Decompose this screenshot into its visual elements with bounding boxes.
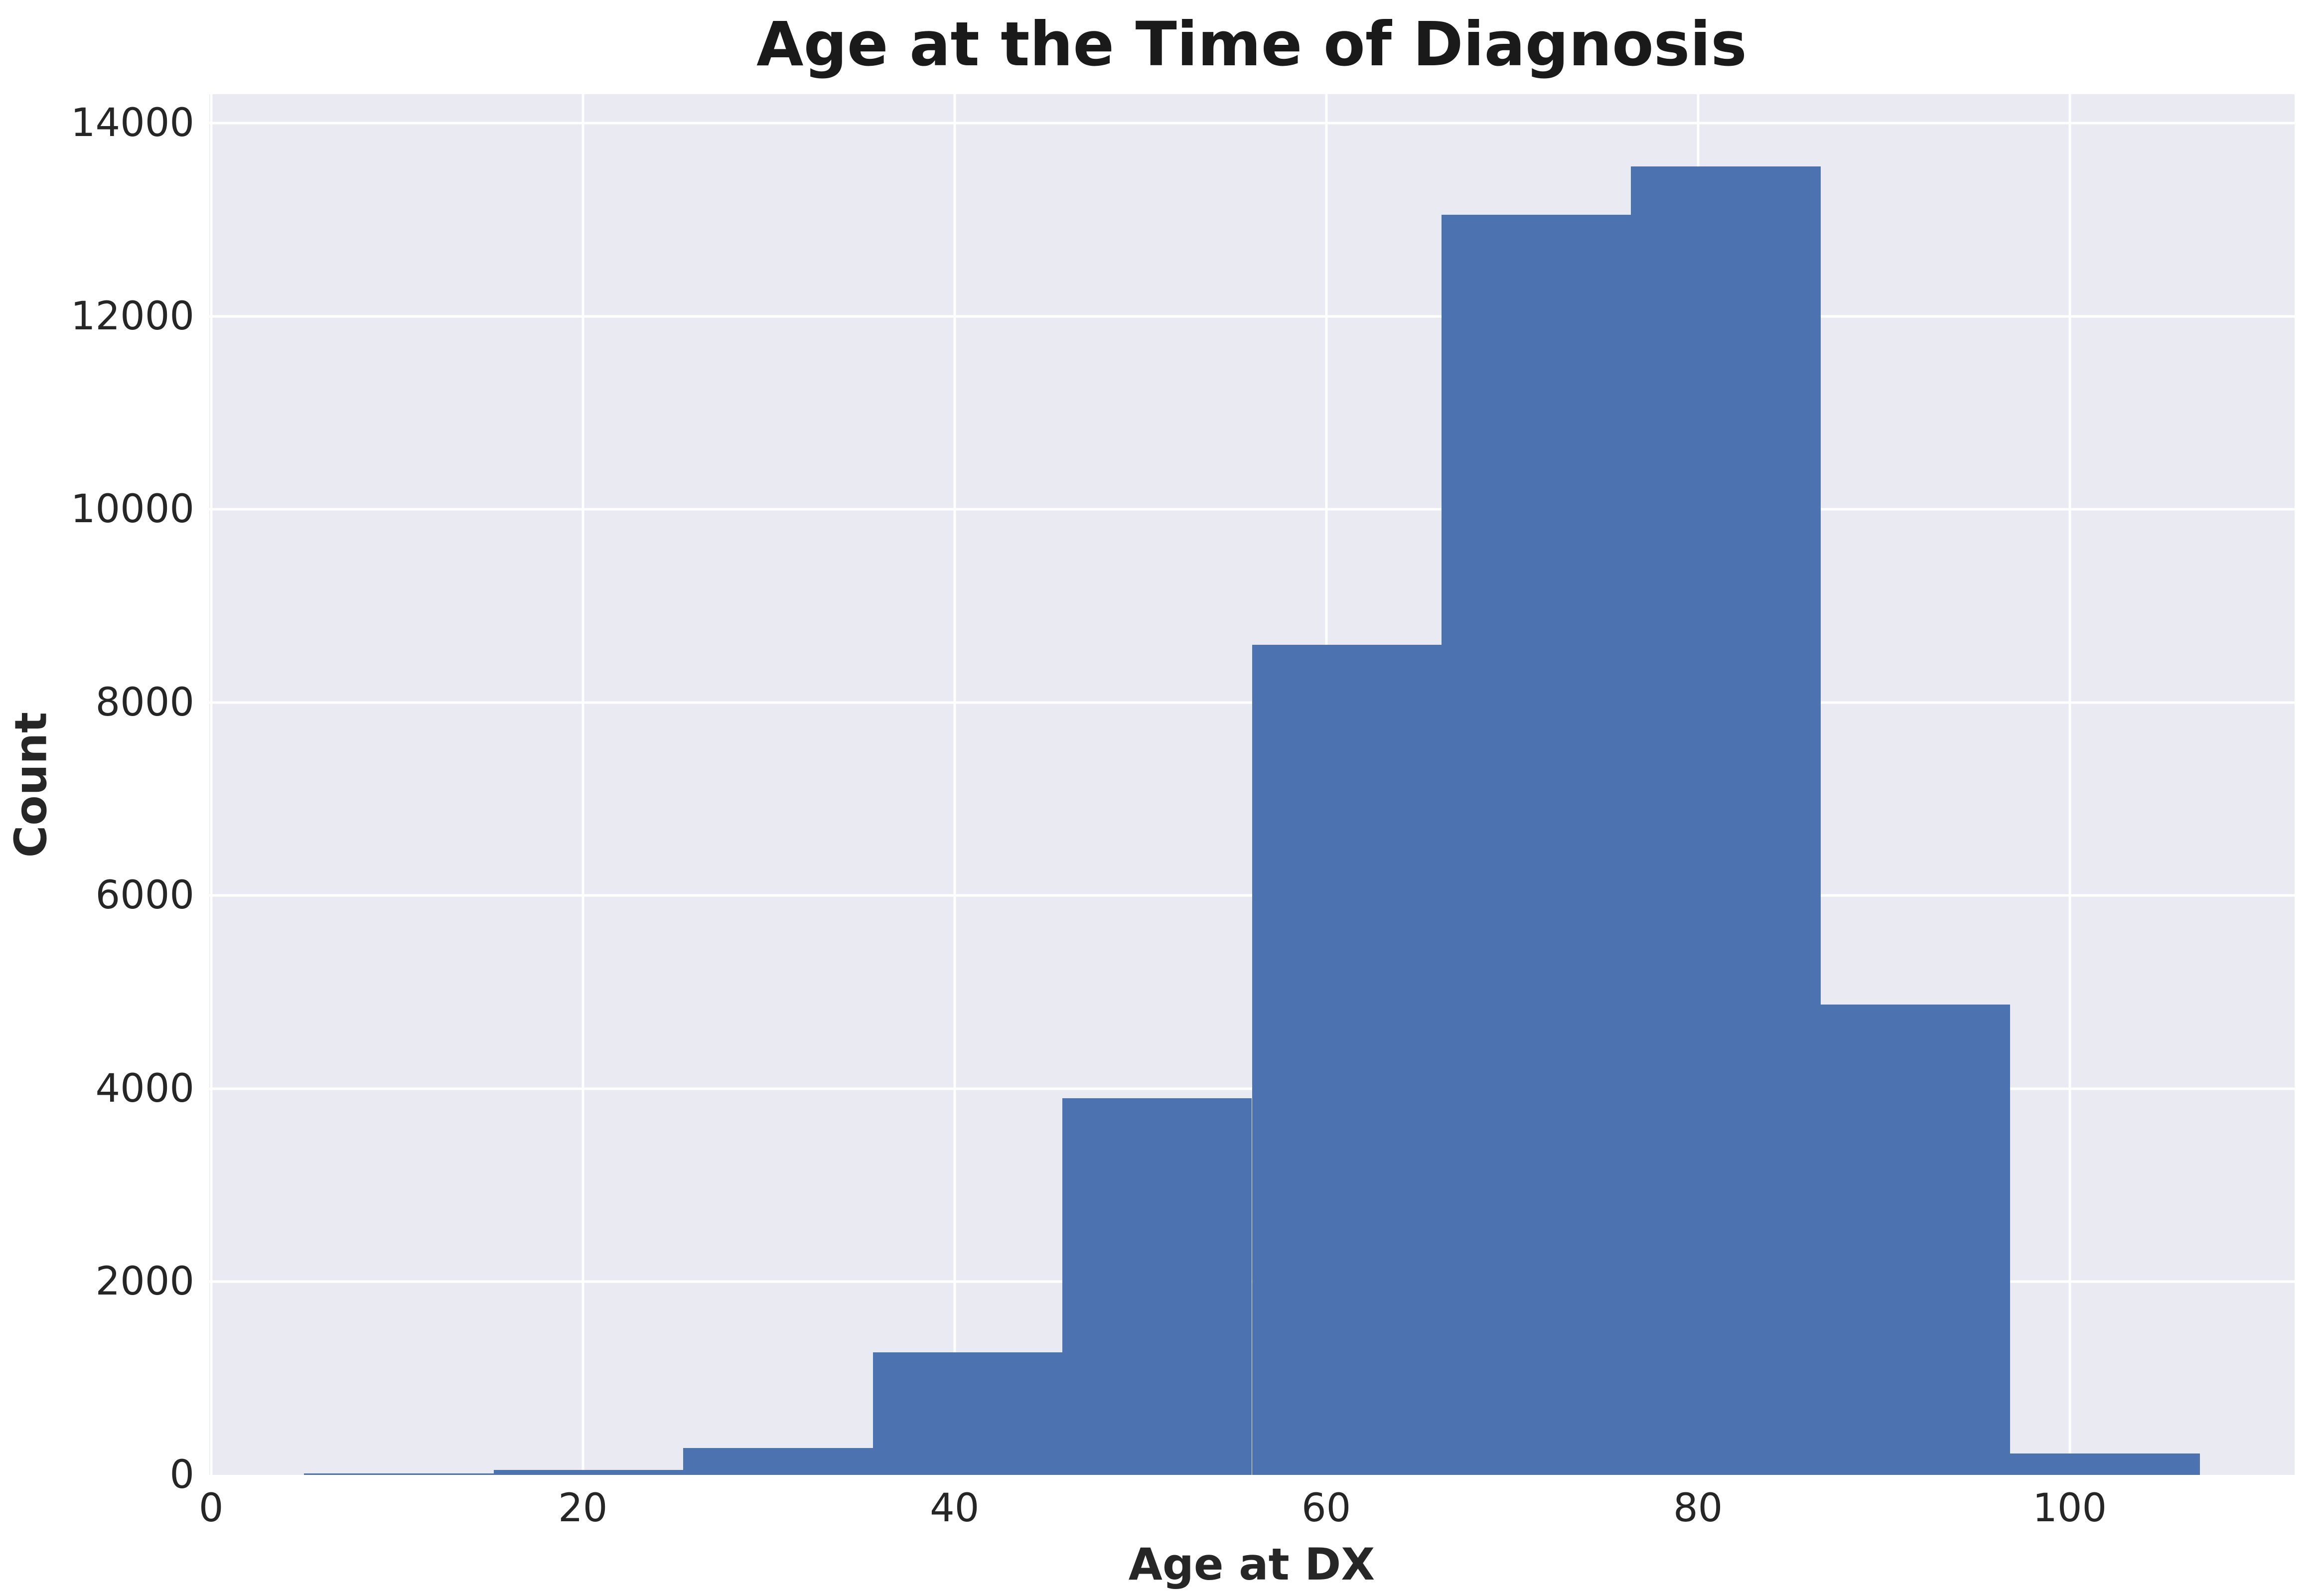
x-tick-label-60: 60 <box>1302 1486 1351 1531</box>
y-tick-label-6000: 6000 <box>95 873 194 918</box>
histogram-bar-9 <box>2010 1453 2200 1475</box>
x-gridline-100 <box>2068 94 2071 1475</box>
histogram-bar-2 <box>683 1448 873 1475</box>
y-tick-label-0: 0 <box>169 1452 194 1497</box>
histogram-bar-8 <box>1820 1005 2011 1475</box>
x-axis-label: Age at DX <box>1128 1539 1375 1590</box>
chart-title: Age at the Time of Diagnosis <box>756 9 1747 80</box>
histogram-bar-6 <box>1441 215 1631 1475</box>
y-tick-label-12000: 12000 <box>70 293 194 339</box>
histogram-bar-5 <box>1252 644 1442 1475</box>
histogram-bar-4 <box>1062 1098 1252 1475</box>
y-gridline-10000 <box>209 508 2295 511</box>
histogram-bar-0 <box>304 1473 494 1475</box>
x-tick-label-40: 40 <box>930 1486 980 1531</box>
y-gridline-14000 <box>209 122 2295 125</box>
y-axis-label: Count <box>5 712 57 858</box>
y-gridline-12000 <box>209 315 2295 318</box>
y-tick-label-2000: 2000 <box>95 1259 194 1305</box>
x-tick-label-100: 100 <box>2032 1486 2107 1531</box>
x-tick-label-0: 0 <box>198 1486 224 1531</box>
y-tick-label-4000: 4000 <box>95 1066 194 1111</box>
x-tick-label-20: 20 <box>558 1486 608 1531</box>
y-tick-label-10000: 10000 <box>70 487 194 532</box>
histogram-bar-3 <box>872 1352 1063 1475</box>
x-gridline-20 <box>581 94 584 1475</box>
x-gridline-0 <box>210 94 213 1475</box>
x-tick-label-80: 80 <box>1673 1486 1723 1531</box>
y-tick-label-14000: 14000 <box>70 101 194 146</box>
histogram-bar-7 <box>1631 166 1821 1475</box>
y-tick-label-8000: 8000 <box>95 680 194 725</box>
x-gridline-40 <box>953 94 956 1475</box>
histogram-bar-1 <box>493 1470 684 1475</box>
plot-area <box>209 94 2295 1475</box>
